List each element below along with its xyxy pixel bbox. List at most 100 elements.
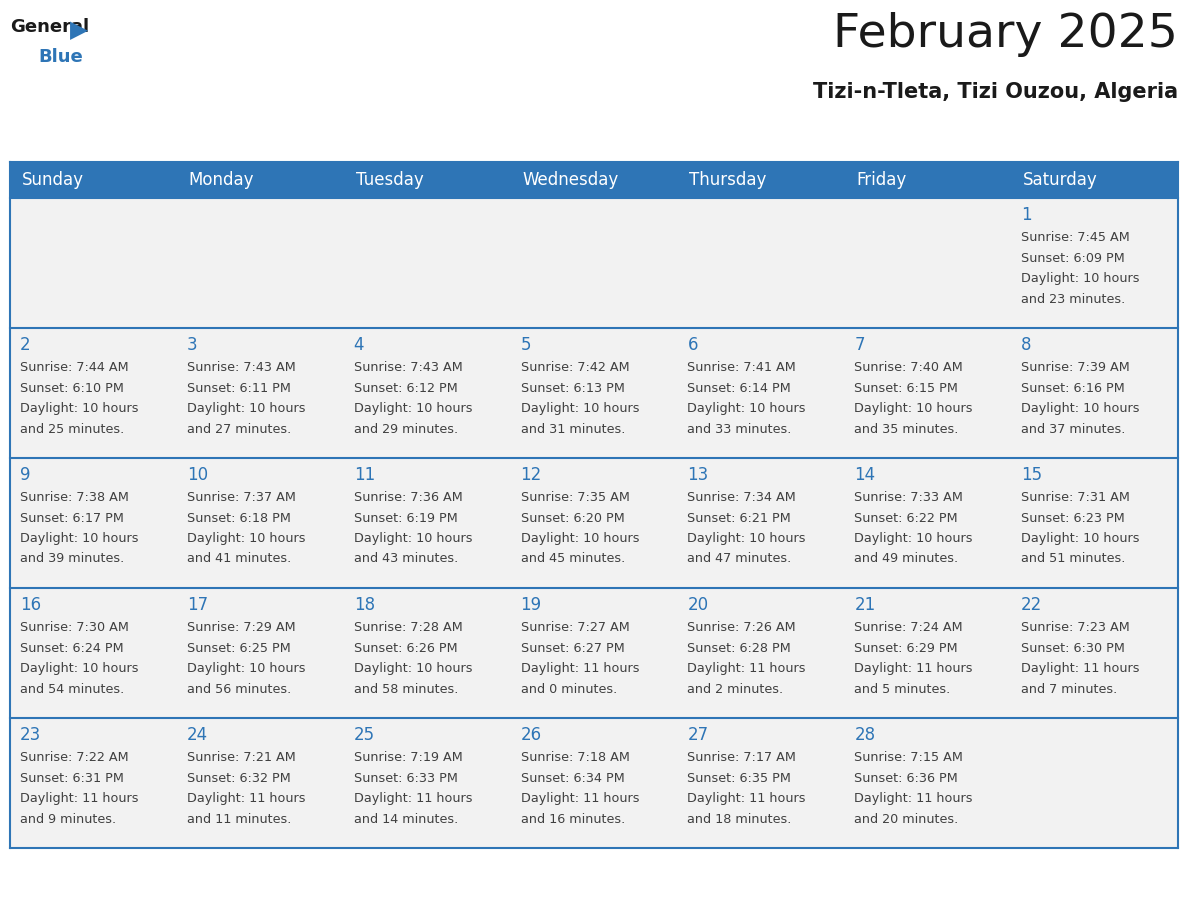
Text: Sunset: 6:21 PM: Sunset: 6:21 PM — [688, 511, 791, 524]
Text: Sunrise: 7:15 AM: Sunrise: 7:15 AM — [854, 751, 963, 764]
Text: and 18 minutes.: and 18 minutes. — [688, 812, 792, 825]
Text: Sunset: 6:20 PM: Sunset: 6:20 PM — [520, 511, 625, 524]
Text: Daylight: 11 hours: Daylight: 11 hours — [1022, 662, 1139, 675]
Text: Sunset: 6:12 PM: Sunset: 6:12 PM — [354, 382, 457, 395]
Text: Blue: Blue — [38, 48, 83, 66]
Text: Sunrise: 7:44 AM: Sunrise: 7:44 AM — [20, 361, 128, 374]
Text: Daylight: 11 hours: Daylight: 11 hours — [688, 792, 805, 805]
Text: Friday: Friday — [857, 171, 906, 189]
Text: Daylight: 10 hours: Daylight: 10 hours — [1022, 272, 1139, 285]
Text: Sunset: 6:14 PM: Sunset: 6:14 PM — [688, 382, 791, 395]
Text: 25: 25 — [354, 726, 375, 744]
Text: Sunset: 6:33 PM: Sunset: 6:33 PM — [354, 771, 457, 785]
Text: Sunset: 6:10 PM: Sunset: 6:10 PM — [20, 382, 124, 395]
Text: and 0 minutes.: and 0 minutes. — [520, 682, 617, 696]
Text: Sunrise: 7:30 AM: Sunrise: 7:30 AM — [20, 621, 128, 634]
Text: and 7 minutes.: and 7 minutes. — [1022, 682, 1118, 696]
Text: 14: 14 — [854, 466, 876, 484]
Text: Sunrise: 7:36 AM: Sunrise: 7:36 AM — [354, 491, 462, 504]
Text: Sunrise: 7:27 AM: Sunrise: 7:27 AM — [520, 621, 630, 634]
Bar — [10, 328, 1178, 458]
Text: 21: 21 — [854, 596, 876, 614]
Text: and 58 minutes.: and 58 minutes. — [354, 682, 459, 696]
Text: 28: 28 — [854, 726, 876, 744]
Text: Sunset: 6:35 PM: Sunset: 6:35 PM — [688, 771, 791, 785]
Text: and 33 minutes.: and 33 minutes. — [688, 422, 792, 435]
Text: Daylight: 10 hours: Daylight: 10 hours — [20, 532, 139, 545]
Text: 20: 20 — [688, 596, 708, 614]
Text: Sunrise: 7:22 AM: Sunrise: 7:22 AM — [20, 751, 128, 764]
Text: Daylight: 10 hours: Daylight: 10 hours — [20, 402, 139, 415]
Text: Sunset: 6:09 PM: Sunset: 6:09 PM — [1022, 252, 1125, 264]
Text: Sunset: 6:18 PM: Sunset: 6:18 PM — [187, 511, 291, 524]
Text: 10: 10 — [187, 466, 208, 484]
Text: Sunday: Sunday — [23, 171, 84, 189]
Text: Sunset: 6:26 PM: Sunset: 6:26 PM — [354, 642, 457, 655]
Text: Daylight: 10 hours: Daylight: 10 hours — [354, 532, 472, 545]
Text: Sunrise: 7:41 AM: Sunrise: 7:41 AM — [688, 361, 796, 374]
Text: Sunset: 6:15 PM: Sunset: 6:15 PM — [854, 382, 959, 395]
Text: Wednesday: Wednesday — [523, 171, 619, 189]
Text: and 35 minutes.: and 35 minutes. — [854, 422, 959, 435]
Text: Sunrise: 7:31 AM: Sunrise: 7:31 AM — [1022, 491, 1130, 504]
Text: Sunrise: 7:17 AM: Sunrise: 7:17 AM — [688, 751, 796, 764]
Text: 23: 23 — [20, 726, 42, 744]
Text: Sunrise: 7:23 AM: Sunrise: 7:23 AM — [1022, 621, 1130, 634]
Text: Sunrise: 7:35 AM: Sunrise: 7:35 AM — [520, 491, 630, 504]
Bar — [845, 162, 1011, 198]
Text: Sunrise: 7:29 AM: Sunrise: 7:29 AM — [187, 621, 296, 634]
Text: Saturday: Saturday — [1023, 171, 1098, 189]
Text: and 25 minutes.: and 25 minutes. — [20, 422, 125, 435]
Text: Daylight: 11 hours: Daylight: 11 hours — [854, 662, 973, 675]
Text: Tuesday: Tuesday — [355, 171, 423, 189]
Text: and 49 minutes.: and 49 minutes. — [854, 553, 959, 565]
Text: Sunrise: 7:24 AM: Sunrise: 7:24 AM — [854, 621, 963, 634]
Text: Sunrise: 7:33 AM: Sunrise: 7:33 AM — [854, 491, 963, 504]
Text: Sunrise: 7:38 AM: Sunrise: 7:38 AM — [20, 491, 128, 504]
Text: Daylight: 10 hours: Daylight: 10 hours — [854, 532, 973, 545]
Text: Sunrise: 7:37 AM: Sunrise: 7:37 AM — [187, 491, 296, 504]
Text: Sunset: 6:11 PM: Sunset: 6:11 PM — [187, 382, 291, 395]
Text: Daylight: 10 hours: Daylight: 10 hours — [187, 662, 305, 675]
Text: 6: 6 — [688, 336, 697, 354]
Text: 11: 11 — [354, 466, 375, 484]
Text: 19: 19 — [520, 596, 542, 614]
Text: Sunset: 6:19 PM: Sunset: 6:19 PM — [354, 511, 457, 524]
Text: and 16 minutes.: and 16 minutes. — [520, 812, 625, 825]
Text: Sunset: 6:30 PM: Sunset: 6:30 PM — [1022, 642, 1125, 655]
Text: Daylight: 11 hours: Daylight: 11 hours — [20, 792, 139, 805]
Text: Sunset: 6:22 PM: Sunset: 6:22 PM — [854, 511, 958, 524]
Text: 13: 13 — [688, 466, 709, 484]
Text: Daylight: 11 hours: Daylight: 11 hours — [187, 792, 305, 805]
Text: Daylight: 10 hours: Daylight: 10 hours — [1022, 532, 1139, 545]
Text: Sunset: 6:36 PM: Sunset: 6:36 PM — [854, 771, 958, 785]
Text: Daylight: 10 hours: Daylight: 10 hours — [187, 532, 305, 545]
Text: Daylight: 10 hours: Daylight: 10 hours — [187, 402, 305, 415]
Bar — [10, 718, 1178, 848]
Text: 22: 22 — [1022, 596, 1042, 614]
Bar — [10, 198, 1178, 328]
Text: Sunrise: 7:26 AM: Sunrise: 7:26 AM — [688, 621, 796, 634]
Text: Sunset: 6:16 PM: Sunset: 6:16 PM — [1022, 382, 1125, 395]
Text: and 23 minutes.: and 23 minutes. — [1022, 293, 1125, 306]
Text: Sunrise: 7:45 AM: Sunrise: 7:45 AM — [1022, 231, 1130, 244]
Text: and 20 minutes.: and 20 minutes. — [854, 812, 959, 825]
Text: Daylight: 11 hours: Daylight: 11 hours — [354, 792, 472, 805]
Text: Daylight: 11 hours: Daylight: 11 hours — [854, 792, 973, 805]
Text: 3: 3 — [187, 336, 197, 354]
Text: Sunset: 6:31 PM: Sunset: 6:31 PM — [20, 771, 124, 785]
Text: and 27 minutes.: and 27 minutes. — [187, 422, 291, 435]
Text: and 11 minutes.: and 11 minutes. — [187, 812, 291, 825]
Text: Sunset: 6:23 PM: Sunset: 6:23 PM — [1022, 511, 1125, 524]
Text: Daylight: 10 hours: Daylight: 10 hours — [688, 402, 805, 415]
Text: 1: 1 — [1022, 206, 1031, 224]
Text: and 29 minutes.: and 29 minutes. — [354, 422, 457, 435]
Text: Sunset: 6:17 PM: Sunset: 6:17 PM — [20, 511, 124, 524]
Text: Sunset: 6:28 PM: Sunset: 6:28 PM — [688, 642, 791, 655]
Text: Sunrise: 7:34 AM: Sunrise: 7:34 AM — [688, 491, 796, 504]
Text: Sunset: 6:24 PM: Sunset: 6:24 PM — [20, 642, 124, 655]
Text: Daylight: 10 hours: Daylight: 10 hours — [520, 532, 639, 545]
Text: Monday: Monday — [189, 171, 254, 189]
Text: and 45 minutes.: and 45 minutes. — [520, 553, 625, 565]
Text: Daylight: 10 hours: Daylight: 10 hours — [854, 402, 973, 415]
